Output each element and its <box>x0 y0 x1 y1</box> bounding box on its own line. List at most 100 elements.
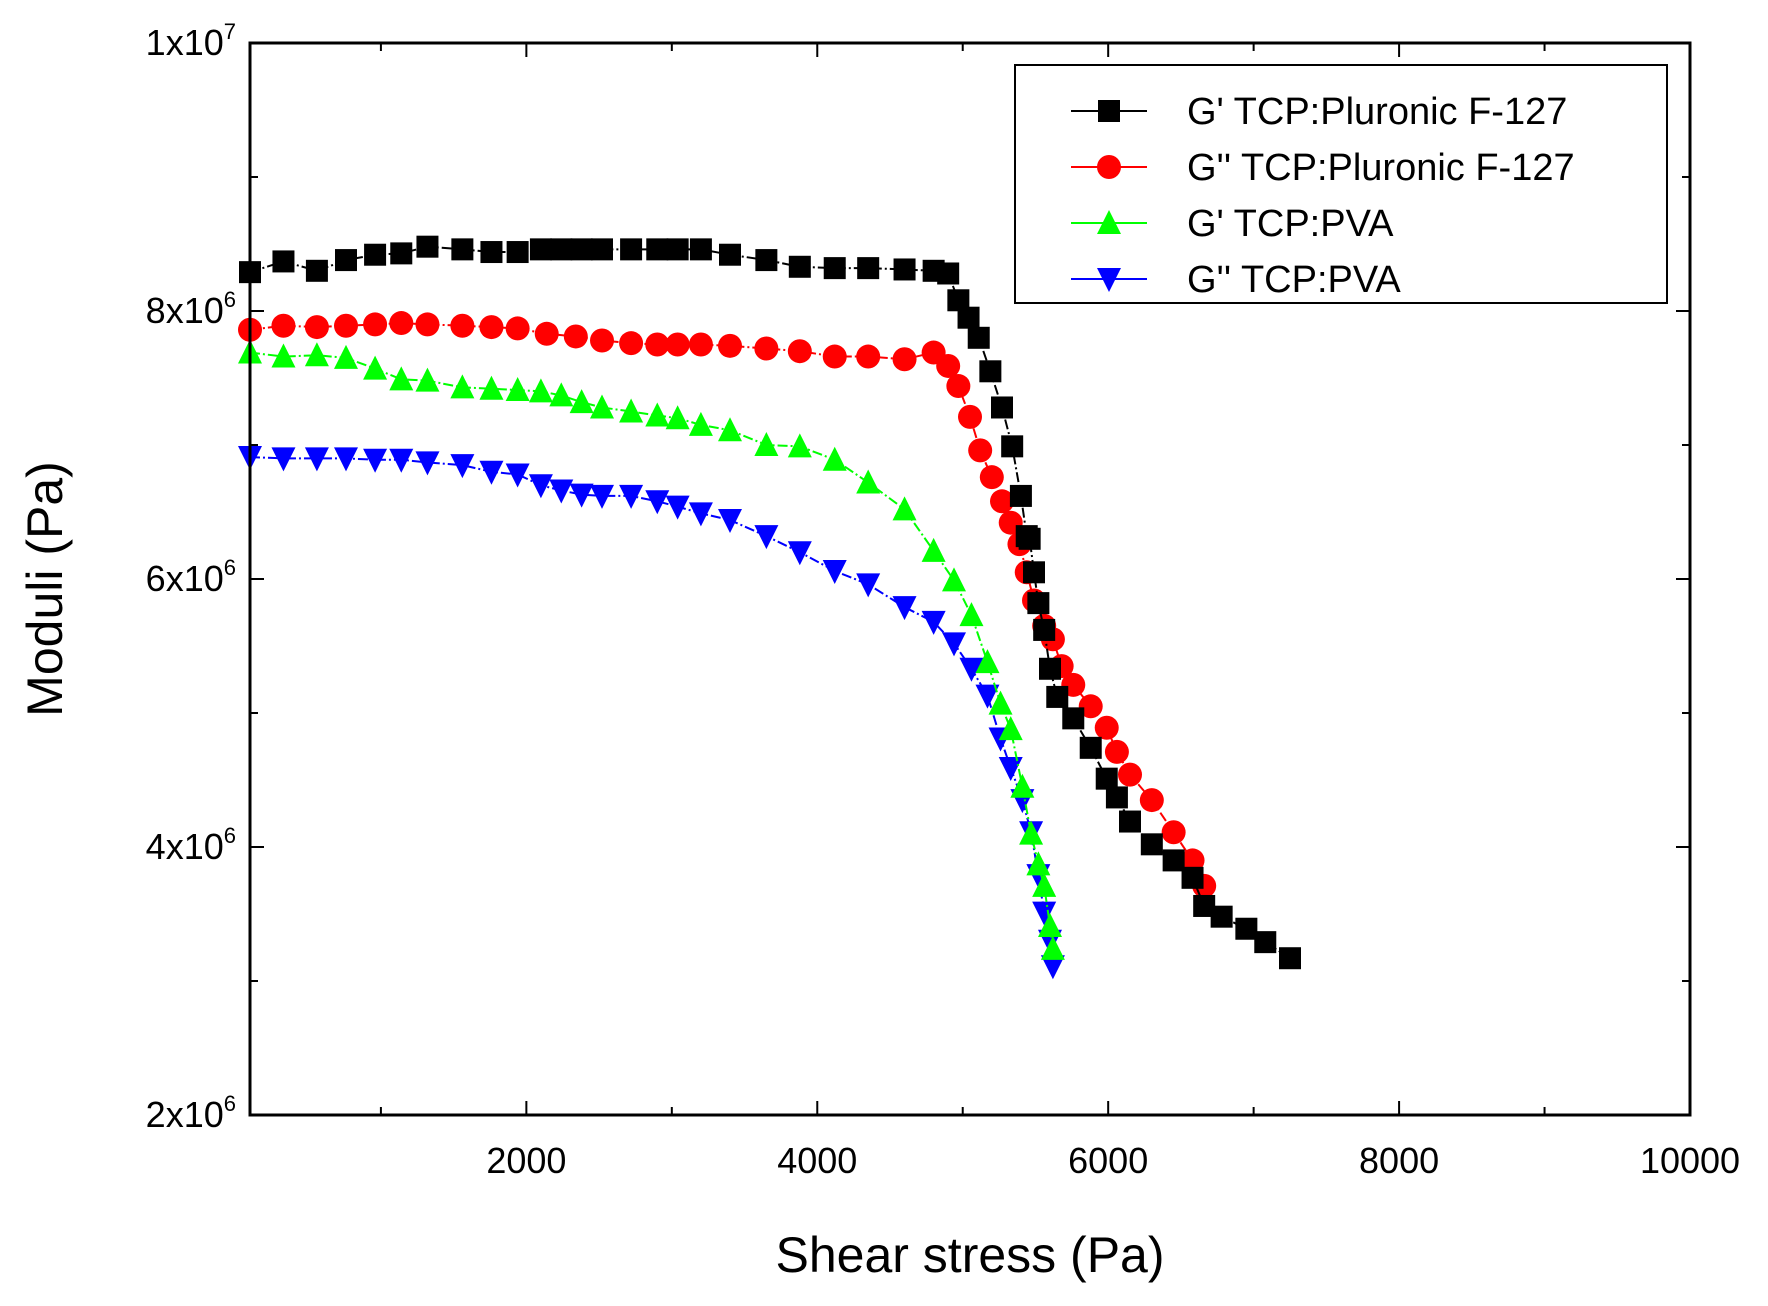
data-point <box>1040 955 1065 980</box>
data-point <box>1026 851 1051 876</box>
data-point <box>937 262 960 285</box>
data-point <box>1094 715 1119 740</box>
data-point <box>528 378 553 403</box>
data-point <box>590 328 614 353</box>
data-point <box>979 360 1002 383</box>
data-point <box>936 353 961 378</box>
data-point <box>569 389 594 414</box>
data-point <box>363 448 388 473</box>
x-tick-label: 2000 <box>486 1140 566 1181</box>
data-point <box>416 235 439 258</box>
legend-entry-1: G'' TCP:Pluronic F-127 <box>1071 147 1575 189</box>
series-1 <box>238 311 1217 898</box>
data-point <box>975 684 1000 709</box>
data-point <box>1018 527 1041 550</box>
data-point <box>688 411 713 436</box>
data-point <box>689 238 712 261</box>
data-point <box>591 238 613 261</box>
data-point <box>334 313 358 338</box>
data-point <box>959 657 984 682</box>
data-point <box>755 249 778 272</box>
data-point <box>1033 618 1056 641</box>
legend-swatch-marker <box>1098 100 1120 122</box>
series-3 <box>238 446 1065 980</box>
data-point <box>479 375 504 400</box>
x-tick-label: 8000 <box>1359 1140 1439 1181</box>
data-point <box>968 438 993 463</box>
y-tick-label: 2x106 <box>146 1091 236 1135</box>
data-point <box>1118 762 1142 787</box>
data-point <box>947 289 970 312</box>
data-point <box>646 238 669 261</box>
data-point <box>645 332 670 357</box>
data-point <box>822 344 847 369</box>
y-tick-label: 8x106 <box>146 287 236 331</box>
data-point <box>1210 905 1233 928</box>
legend-swatch-marker <box>1097 155 1121 179</box>
data-point <box>272 250 295 273</box>
data-point <box>1009 484 1032 507</box>
axis-ticks: 2000 4000 6000 8000 10000 2x106 4x106 6x106 8x10… <box>146 19 1740 1181</box>
data-point <box>364 243 387 266</box>
data-point <box>363 312 388 337</box>
legend-label: G'' TCP:PVA <box>1187 259 1401 301</box>
data-point <box>1023 561 1045 584</box>
data-point <box>415 451 440 476</box>
data-point <box>892 496 917 521</box>
series-layer <box>238 235 1301 980</box>
data-point <box>415 367 440 392</box>
data-point <box>529 238 552 261</box>
data-point <box>305 259 328 282</box>
data-point <box>271 313 296 338</box>
data-point <box>754 432 779 456</box>
data-point <box>856 573 881 598</box>
data-point <box>665 495 690 520</box>
data-point <box>389 311 414 336</box>
data-point <box>1119 810 1141 833</box>
data-point <box>645 490 670 515</box>
y-tick-label: 4x106 <box>146 823 236 867</box>
data-point <box>1062 707 1085 730</box>
data-point <box>1039 657 1061 680</box>
data-point <box>1139 788 1164 813</box>
data-point <box>921 537 946 562</box>
legend-entry-0: G' TCP:Pluronic F-127 <box>1071 91 1567 133</box>
data-point <box>665 332 690 357</box>
data-point <box>450 313 475 338</box>
data-point <box>1254 931 1277 954</box>
data-point <box>718 417 742 442</box>
data-point <box>1079 736 1102 759</box>
data-point <box>304 447 329 472</box>
data-point <box>921 610 946 635</box>
y-tick-label: 6x106 <box>146 555 236 599</box>
data-point <box>942 632 966 657</box>
data-point <box>1105 786 1128 809</box>
x-tick-label: 4000 <box>777 1140 857 1181</box>
legend-label: G' TCP:PVA <box>1187 203 1394 245</box>
data-point <box>271 447 296 472</box>
data-point <box>958 404 982 429</box>
series-0 <box>239 235 1301 970</box>
data-point <box>787 433 812 458</box>
data-point <box>389 448 414 473</box>
data-point <box>1027 592 1050 615</box>
data-point <box>942 567 966 592</box>
data-point <box>570 238 593 261</box>
data-point <box>1001 435 1024 458</box>
y-axis-title: Moduli (Pa) <box>17 461 73 717</box>
data-point <box>1180 848 1205 873</box>
data-point <box>619 398 644 423</box>
data-point <box>893 258 916 281</box>
data-point <box>590 484 614 509</box>
data-point <box>892 596 917 621</box>
data-point <box>363 355 388 380</box>
data-point <box>1279 947 1301 970</box>
data-point <box>450 374 475 399</box>
data-point <box>1032 872 1057 897</box>
data-point <box>304 342 329 367</box>
data-point <box>1040 935 1065 960</box>
data-point <box>988 690 1013 715</box>
series-line <box>249 351 1054 949</box>
data-point <box>957 306 980 329</box>
